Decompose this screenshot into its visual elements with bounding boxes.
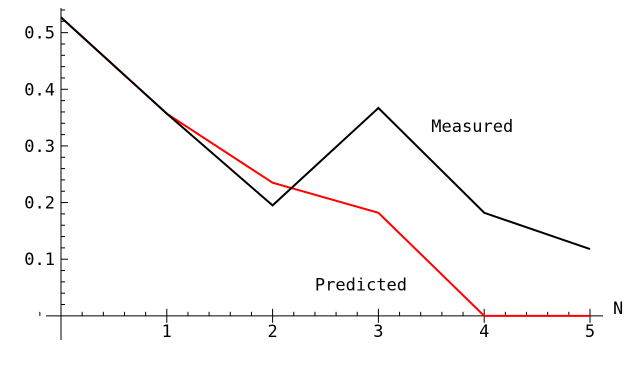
x-tick-label: 5 — [585, 322, 595, 342]
x-tick-label: 4 — [479, 322, 489, 342]
x-tick-label: 3 — [373, 322, 383, 342]
y-tick-label: 0.1 — [24, 250, 55, 270]
labels-layer: 1 2 3 4 5 0.1 0.2 0.3 0.4 0.5 N Measured Predicted — [24, 24, 623, 342]
y-tick-label: 0.2 — [24, 194, 55, 214]
x-axis-label: N — [613, 299, 623, 319]
series-layer — [60, 16, 591, 317]
y-tick-label: 0.3 — [24, 137, 55, 157]
series-label-measured: Measured — [431, 117, 513, 137]
x-tick-label: 2 — [267, 322, 277, 342]
series-line-measured — [60, 16, 591, 250]
series-line-predicted — [60, 16, 590, 317]
y-tick-label: 0.5 — [24, 24, 55, 44]
series-label-predicted: Predicted — [315, 275, 407, 295]
y-tick-label: 0.4 — [24, 80, 55, 100]
x-tick-label: 1 — [162, 322, 172, 342]
